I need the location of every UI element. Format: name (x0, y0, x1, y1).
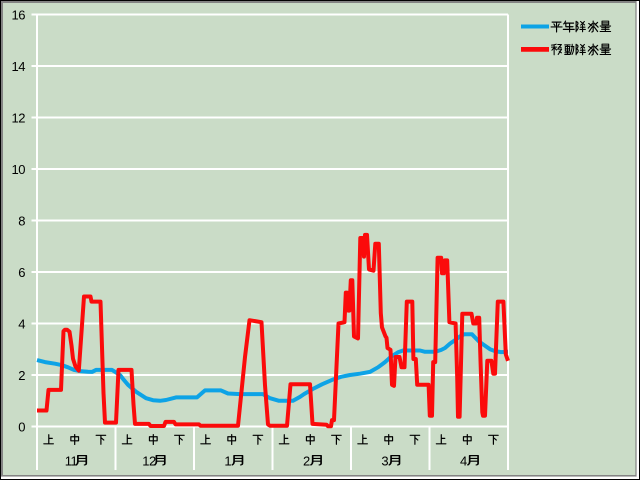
svg-text:1: 1 (224, 454, 231, 469)
svg-text:0: 0 (18, 420, 25, 435)
svg-text:2: 2 (303, 454, 310, 469)
svg-text:2: 2 (18, 368, 25, 383)
svg-text:3: 3 (381, 454, 388, 469)
svg-text:16: 16 (12, 8, 26, 23)
svg-text:8: 8 (18, 214, 25, 229)
svg-text:11: 11 (65, 454, 78, 469)
svg-text:6: 6 (18, 265, 25, 280)
svg-text:10: 10 (12, 162, 26, 177)
svg-text:12: 12 (12, 111, 26, 126)
svg-text:12: 12 (142, 454, 156, 469)
svg-text:4: 4 (460, 454, 467, 469)
svg-text:14: 14 (12, 59, 26, 74)
svg-text:4: 4 (18, 317, 25, 332)
